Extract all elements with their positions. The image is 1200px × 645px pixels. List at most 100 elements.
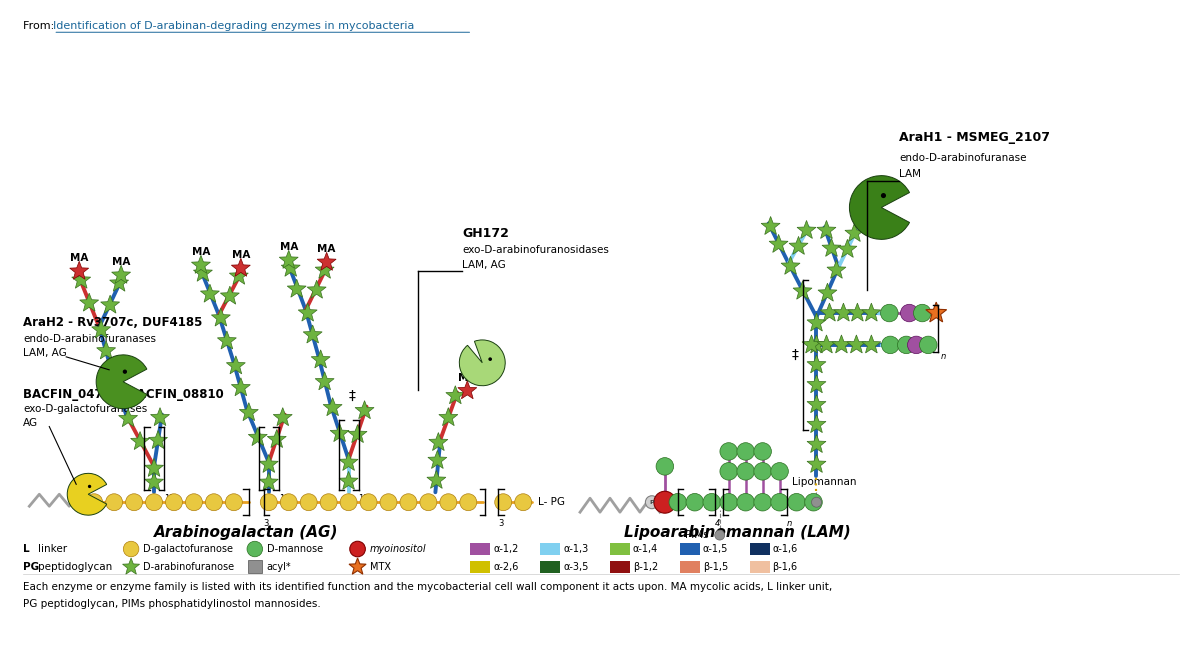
Polygon shape xyxy=(217,331,236,349)
Polygon shape xyxy=(122,558,139,574)
Text: MA: MA xyxy=(192,247,210,257)
Text: linker: linker xyxy=(38,544,67,554)
Polygon shape xyxy=(192,255,210,273)
Polygon shape xyxy=(221,286,239,304)
Text: acyl*: acyl* xyxy=(266,562,292,572)
Text: AraH1 - MSMEG_2107: AraH1 - MSMEG_2107 xyxy=(899,132,1050,144)
Polygon shape xyxy=(428,450,446,468)
Text: Lipomannan: Lipomannan xyxy=(792,477,856,488)
Polygon shape xyxy=(259,472,278,490)
Circle shape xyxy=(166,494,182,511)
Text: MA: MA xyxy=(232,250,250,261)
Polygon shape xyxy=(838,239,857,257)
Text: Each enzyme or enzyme family is listed with its identified function and the myco: Each enzyme or enzyme family is listed w… xyxy=(23,582,833,592)
Text: D-mannose: D-mannose xyxy=(266,544,323,554)
Polygon shape xyxy=(793,281,812,299)
Circle shape xyxy=(124,541,139,557)
Polygon shape xyxy=(808,375,826,393)
Circle shape xyxy=(754,493,772,511)
Text: LAM: LAM xyxy=(899,168,922,179)
Polygon shape xyxy=(355,401,374,419)
Polygon shape xyxy=(200,284,220,302)
Circle shape xyxy=(787,493,805,511)
Polygon shape xyxy=(311,350,330,368)
Polygon shape xyxy=(316,261,334,278)
Text: MA: MA xyxy=(70,253,89,263)
Circle shape xyxy=(882,336,899,353)
Circle shape xyxy=(720,462,738,480)
Circle shape xyxy=(226,494,242,511)
Text: AG: AG xyxy=(23,417,38,428)
Bar xyxy=(750,561,769,573)
Circle shape xyxy=(85,494,103,511)
Text: LAM, AG: LAM, AG xyxy=(23,348,67,358)
Circle shape xyxy=(754,442,772,460)
Polygon shape xyxy=(769,234,788,252)
Text: PIMs: PIMs xyxy=(685,530,708,540)
Text: α-3,5: α-3,5 xyxy=(563,562,588,572)
Circle shape xyxy=(881,193,886,198)
Text: n: n xyxy=(941,352,946,361)
Text: MA: MA xyxy=(458,373,476,382)
Circle shape xyxy=(260,494,277,511)
Circle shape xyxy=(460,494,476,511)
Circle shape xyxy=(145,494,162,511)
Polygon shape xyxy=(193,263,212,281)
Circle shape xyxy=(737,462,755,480)
Circle shape xyxy=(881,304,898,322)
Polygon shape xyxy=(232,258,251,276)
Polygon shape xyxy=(72,270,91,288)
Circle shape xyxy=(380,494,397,511)
Text: β-1,2: β-1,2 xyxy=(632,562,658,572)
Text: α-1,6: α-1,6 xyxy=(773,544,798,554)
Polygon shape xyxy=(229,266,248,284)
Circle shape xyxy=(122,370,127,374)
Circle shape xyxy=(281,494,298,511)
Polygon shape xyxy=(802,335,821,353)
Polygon shape xyxy=(304,325,322,343)
Text: peptidoglycan: peptidoglycan xyxy=(38,562,113,572)
Text: ‡: ‡ xyxy=(348,389,355,402)
Polygon shape xyxy=(761,217,780,235)
Polygon shape xyxy=(330,424,349,442)
Polygon shape xyxy=(287,279,306,297)
Polygon shape xyxy=(862,303,881,321)
Text: Identification of D-arabinan-degrading enzymes in mycobacteria: Identification of D-arabinan-degrading e… xyxy=(53,21,415,31)
Text: L: L xyxy=(23,544,30,554)
Text: PG peptidoglycan, PIMs phosphatidylinostol mannosides.: PG peptidoglycan, PIMs phosphatidylinost… xyxy=(23,599,322,609)
Polygon shape xyxy=(91,320,110,338)
Wedge shape xyxy=(96,355,146,409)
Text: D-arabinofuranose: D-arabinofuranose xyxy=(143,562,234,572)
Polygon shape xyxy=(808,313,826,331)
Circle shape xyxy=(703,493,720,511)
Circle shape xyxy=(126,494,143,511)
Polygon shape xyxy=(834,303,853,321)
Circle shape xyxy=(754,462,772,480)
Polygon shape xyxy=(458,381,476,399)
Polygon shape xyxy=(149,430,168,448)
Circle shape xyxy=(106,494,122,511)
Bar xyxy=(540,543,560,555)
Polygon shape xyxy=(808,435,826,453)
Polygon shape xyxy=(211,308,230,326)
Bar xyxy=(680,543,700,555)
Bar xyxy=(750,543,769,555)
Circle shape xyxy=(900,304,918,322)
Circle shape xyxy=(247,541,263,557)
Wedge shape xyxy=(460,340,505,386)
Polygon shape xyxy=(925,302,947,322)
Bar xyxy=(470,543,491,555)
Polygon shape xyxy=(97,341,115,359)
Text: LAM, AG: LAM, AG xyxy=(462,260,506,270)
Text: AraH2 - Rv3707c, DUF4185: AraH2 - Rv3707c, DUF4185 xyxy=(23,317,203,330)
Text: 3: 3 xyxy=(264,519,269,528)
Circle shape xyxy=(770,462,788,480)
Text: α-1,2: α-1,2 xyxy=(493,544,518,554)
Circle shape xyxy=(420,494,437,511)
Text: myoinositol: myoinositol xyxy=(370,544,426,554)
Polygon shape xyxy=(348,424,367,442)
Text: D-galactofuranose: D-galactofuranose xyxy=(143,544,233,554)
Text: MTX: MTX xyxy=(370,562,390,572)
Circle shape xyxy=(646,496,659,509)
Polygon shape xyxy=(70,261,89,279)
